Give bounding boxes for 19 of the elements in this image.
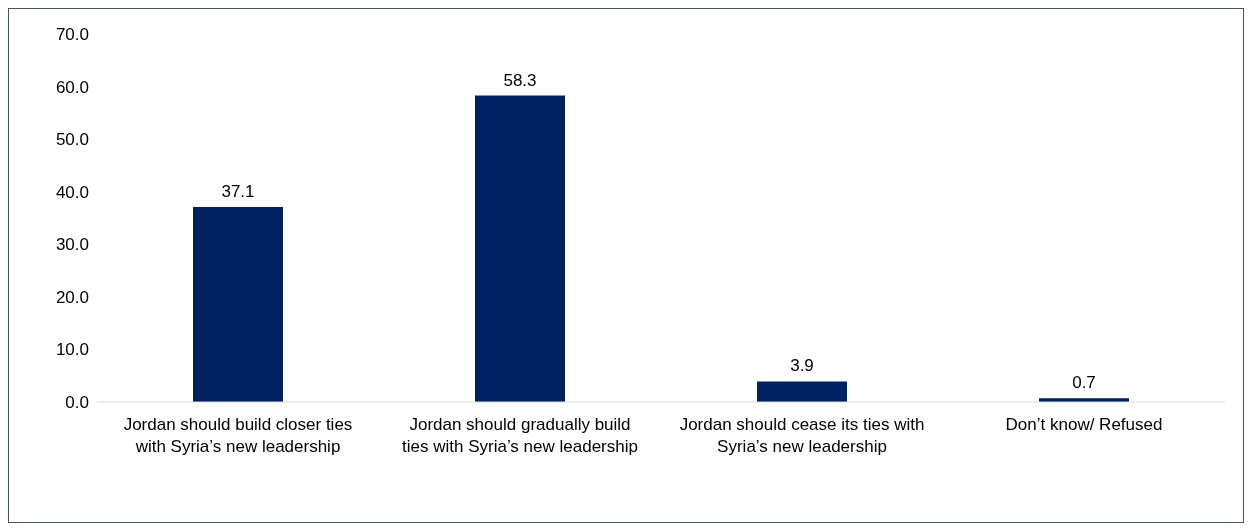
x-tick-label: Jordan should cease its ties with Syria’s new leadership [679, 415, 925, 457]
bar [475, 95, 565, 402]
data-label: 37.1 [221, 181, 255, 201]
y-tick-label: 10.0 [55, 340, 89, 360]
y-tick-label: 30.0 [55, 235, 89, 255]
x-tick-label: Don’t know/ Refused [1005, 415, 1163, 435]
data-label: 0.7 [1072, 373, 1096, 393]
y-tick-label: 70.0 [55, 25, 89, 45]
x-tick-label: Jordan should build closer ties with Syria’s new leadership [123, 415, 353, 457]
y-tick-label: 40.0 [55, 182, 89, 202]
bar [757, 381, 847, 402]
bar [193, 206, 283, 402]
y-tick-label: 0.0 [65, 393, 89, 413]
data-label: 58.3 [503, 70, 537, 90]
y-tick-label: 20.0 [55, 287, 89, 307]
data-label: 3.9 [790, 356, 814, 376]
y-tick-label: 50.0 [55, 130, 89, 150]
y-tick-label: 60.0 [55, 77, 89, 97]
x-tick-label: Jordan should gradually build ties with Syria’s new leadership [402, 415, 638, 457]
